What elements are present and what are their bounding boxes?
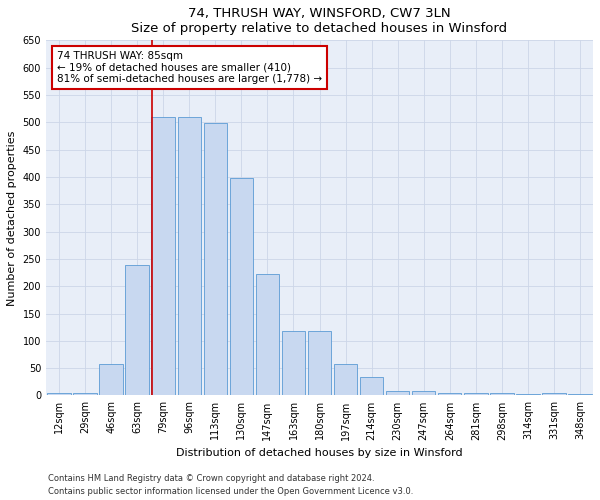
Bar xyxy=(73,393,97,396)
Bar xyxy=(360,378,383,396)
Bar xyxy=(151,117,175,396)
Bar xyxy=(464,394,488,396)
Text: 74 THRUSH WAY: 85sqm
← 19% of detached houses are smaller (410)
81% of semi-deta: 74 THRUSH WAY: 85sqm ← 19% of detached h… xyxy=(57,51,322,84)
Bar xyxy=(178,117,201,396)
X-axis label: Distribution of detached houses by size in Winsford: Distribution of detached houses by size … xyxy=(176,448,463,458)
Bar xyxy=(308,331,331,396)
Bar xyxy=(47,394,71,396)
Bar xyxy=(230,178,253,396)
Bar xyxy=(438,394,461,396)
Text: Contains public sector information licensed under the Open Government Licence v3: Contains public sector information licen… xyxy=(48,487,413,496)
Bar xyxy=(516,394,539,396)
Bar xyxy=(256,274,279,396)
Bar xyxy=(568,394,592,396)
Bar xyxy=(386,391,409,396)
Bar xyxy=(282,331,305,396)
Title: 74, THRUSH WAY, WINSFORD, CW7 3LN
Size of property relative to detached houses i: 74, THRUSH WAY, WINSFORD, CW7 3LN Size o… xyxy=(131,7,508,35)
Bar xyxy=(203,124,227,396)
Bar xyxy=(125,266,149,396)
Bar xyxy=(412,391,436,396)
Text: Contains HM Land Registry data © Crown copyright and database right 2024.: Contains HM Land Registry data © Crown c… xyxy=(48,474,374,483)
Bar xyxy=(334,364,357,396)
Bar xyxy=(542,394,566,396)
Bar xyxy=(100,364,123,396)
Bar xyxy=(490,394,514,396)
Y-axis label: Number of detached properties: Number of detached properties xyxy=(7,130,17,306)
